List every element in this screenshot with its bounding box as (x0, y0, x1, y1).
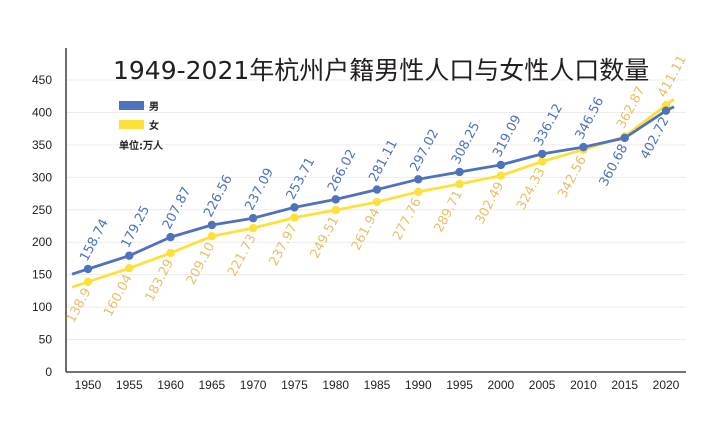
legend-label-male: 男 (149, 101, 159, 113)
chart-title: 1949-2021年杭州户籍男性人口与女性人口数量 (113, 56, 649, 85)
x-tick-label: 2010 (570, 378, 597, 392)
data-label-female: 160.04 (101, 272, 136, 319)
data-label-female: 411.11 (655, 53, 690, 100)
data-point-male (207, 220, 217, 230)
series-lines (71, 98, 675, 289)
data-point-female (83, 277, 93, 287)
data-point-male (496, 160, 506, 170)
legend: 男 女 单位:万人 (119, 101, 164, 152)
data-label-female: 221.73 (225, 232, 260, 279)
data-point-male (372, 185, 382, 194)
x-tick-label: 1975 (281, 378, 308, 392)
x-tick-label: 2015 (611, 378, 638, 392)
data-point-male (83, 264, 93, 274)
data-point-male (290, 203, 299, 212)
data-label-male: 266.02 (325, 147, 360, 194)
data-point-female (331, 205, 340, 215)
data-point-male (166, 232, 175, 242)
legend-swatch-female (119, 120, 144, 129)
data-point-male (537, 149, 547, 159)
x-tick-label: 2005 (529, 378, 556, 392)
data-point-female (290, 213, 299, 222)
data-label-female: 249.51 (308, 214, 343, 261)
data-label-male: 360.68 (597, 142, 632, 189)
x-tick-label: 2020 (653, 378, 680, 392)
data-label-female: 302.49 (473, 180, 508, 227)
data-point-female (125, 263, 134, 273)
gridlines (66, 79, 686, 341)
y-tick-label: 250 (32, 203, 52, 217)
data-label-female: 237.97 (266, 221, 301, 268)
x-tick-label: 1980 (322, 378, 349, 392)
y-axis-ticks: 0 50 100 150 200 250 300 350 400 450 (32, 73, 52, 379)
data-label-male: 207.87 (160, 185, 195, 232)
x-tick-label: 1985 (364, 378, 391, 392)
y-tick-label: 450 (32, 73, 52, 87)
data-point-male (661, 106, 671, 115)
x-tick-label: 1990 (405, 378, 432, 392)
x-tick-label: 1960 (157, 378, 184, 392)
data-label-male: 237.09 (242, 166, 277, 213)
x-tick-label: 1955 (116, 378, 143, 392)
data-label-male: 158.74 (77, 217, 112, 264)
data-point-male (331, 195, 340, 204)
data-label-male: 179.25 (119, 203, 154, 250)
data-point-male (414, 175, 423, 184)
data-label-female: 138.9 (64, 286, 95, 326)
axes (65, 48, 686, 373)
data-point-male (455, 167, 464, 177)
y-tick-label: 50 (39, 333, 53, 347)
data-label-male: 308.25 (449, 120, 484, 167)
x-tick-label: 1950 (75, 378, 102, 392)
data-point-female (166, 248, 175, 258)
x-tick-label: 1995 (446, 378, 473, 392)
y-tick-label: 100 (32, 300, 52, 314)
data-label-female: 209.10 (184, 240, 219, 287)
unit-note: 单位:万人 (119, 139, 164, 152)
y-tick-label: 200 (32, 235, 52, 249)
data-point-female (207, 232, 217, 241)
data-label-male: 253.71 (284, 155, 319, 202)
data-label-male: 346.56 (573, 95, 608, 142)
data-point-male (579, 142, 588, 152)
y-tick-label: 400 (32, 105, 52, 119)
y-tick-label: 300 (32, 170, 52, 184)
data-label-male: 226.56 (201, 173, 236, 220)
x-tick-label: 1970 (240, 378, 267, 392)
data-label-female: 183.29 (142, 257, 177, 304)
y-tick-label: 0 (45, 365, 52, 379)
data-point-female (455, 179, 464, 189)
data-point-female (248, 223, 258, 233)
data-label-female: 277.76 (390, 196, 425, 243)
data-point-female (537, 157, 547, 166)
data-point-male (620, 133, 629, 143)
data-point-male (248, 213, 258, 223)
data-label-female: 324.33 (514, 165, 549, 212)
x-tick-label: 1965 (199, 378, 226, 392)
data-label-female: 261.94 (349, 206, 384, 253)
legend-label-female: 女 (149, 119, 159, 132)
x-tick-label: 2000 (488, 378, 515, 392)
y-tick-label: 350 (32, 138, 52, 152)
data-label-female: 289.71 (431, 188, 466, 235)
y-tick-label: 150 (32, 268, 52, 282)
x-axis-ticks: 1950 1955 1960 1965 1970 1975 1980 1985 1990 1995… (75, 378, 680, 392)
data-point-female (372, 197, 382, 207)
legend-swatch-male (119, 101, 144, 110)
data-label-male: 336.12 (531, 102, 566, 149)
data-point-female (414, 187, 423, 196)
data-label-male: 319.09 (490, 113, 525, 160)
data-point-male (125, 251, 134, 260)
data-point-female (496, 171, 506, 180)
data-label-male: 297.02 (408, 127, 443, 174)
